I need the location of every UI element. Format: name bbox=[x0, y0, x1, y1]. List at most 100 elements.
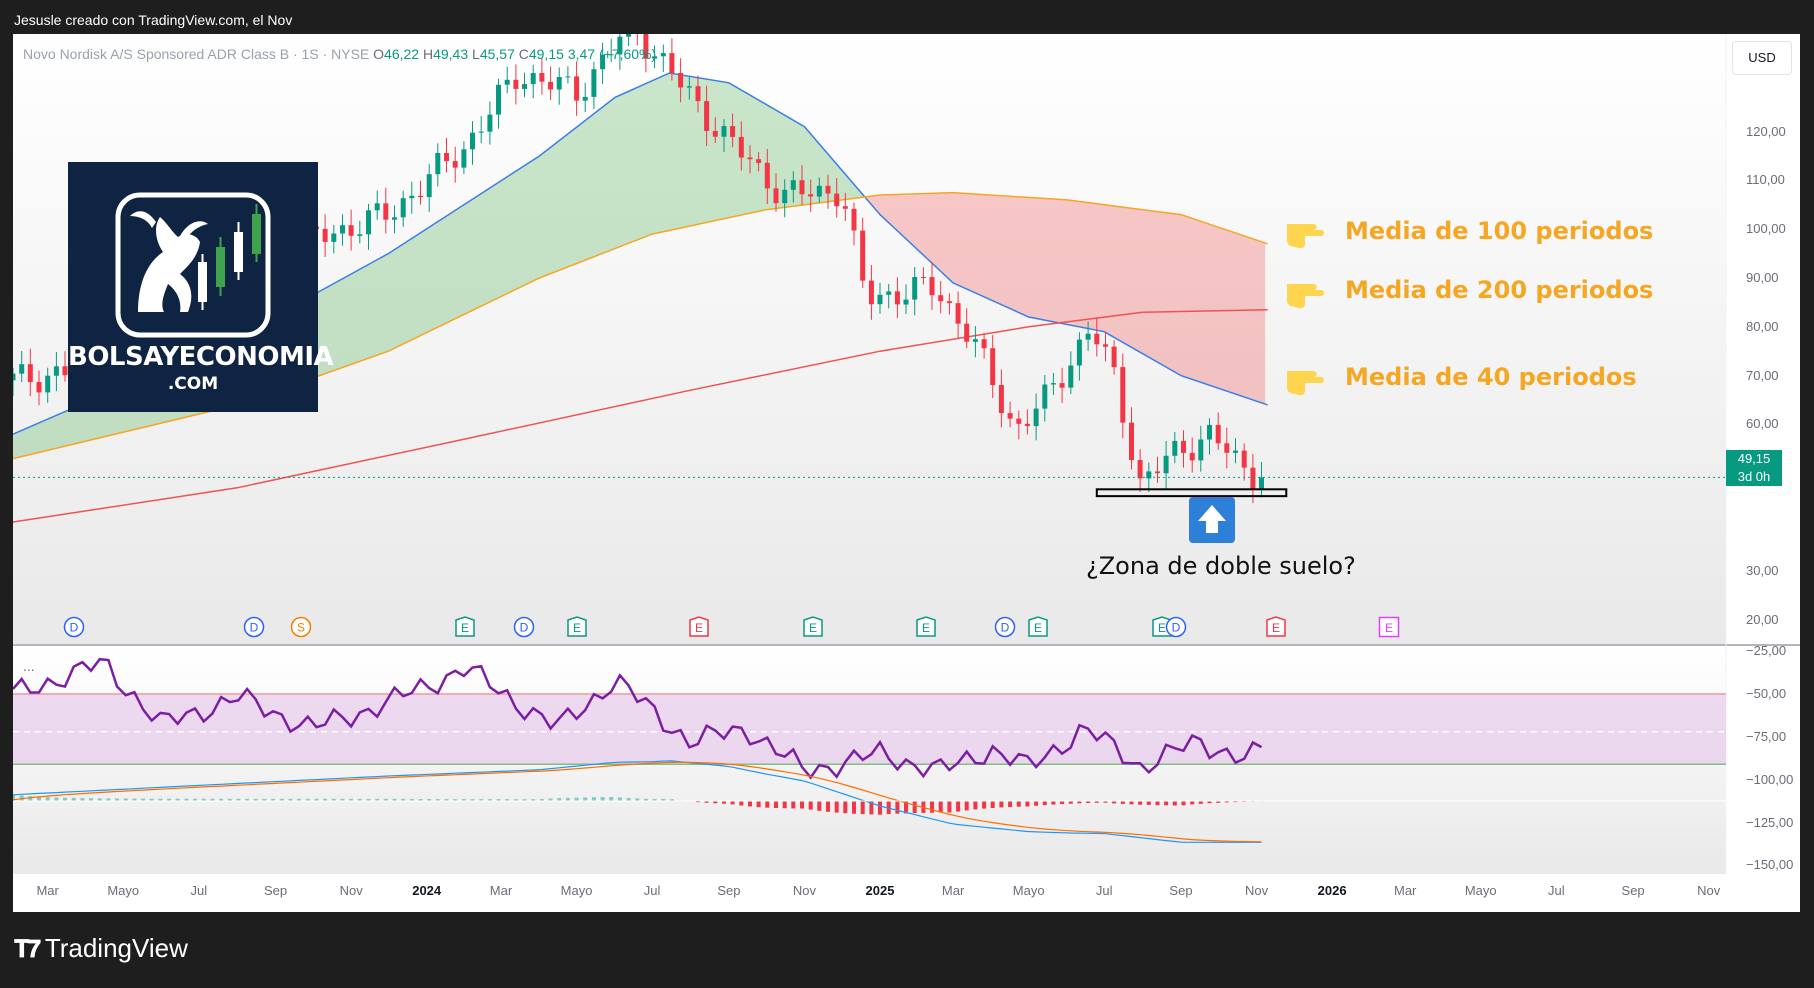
candle-body bbox=[860, 230, 866, 281]
macd-bar bbox=[158, 798, 163, 801]
candle-body bbox=[36, 382, 42, 393]
earnings-icon[interactable]: E bbox=[1378, 616, 1400, 638]
symbol-name[interactable]: Novo Nordisk A/S Sponsored ADR Class B ·… bbox=[23, 46, 370, 62]
macd-bar bbox=[852, 801, 856, 814]
macd-bar bbox=[201, 798, 206, 801]
candle-body bbox=[669, 53, 675, 73]
candle-body bbox=[1198, 439, 1204, 461]
candle-body bbox=[470, 132, 475, 150]
currency-button[interactable]: USD bbox=[1732, 41, 1792, 75]
oscillator-tick-label: −25,00 bbox=[1746, 643, 1787, 659]
macd-bar bbox=[704, 801, 709, 803]
macd-bar bbox=[999, 801, 1004, 808]
macd-bar bbox=[132, 798, 137, 801]
candle-body bbox=[799, 180, 805, 195]
macd-bar bbox=[505, 799, 510, 801]
time-tick-label: Nov bbox=[792, 883, 817, 898]
macd-bar bbox=[591, 797, 596, 801]
candle-body bbox=[808, 194, 814, 197]
bar-countdown: 3d 0h bbox=[1726, 468, 1782, 486]
split-icon[interactable]: S bbox=[290, 616, 312, 638]
macd-bar bbox=[1068, 801, 1073, 804]
macd-bar bbox=[938, 801, 943, 813]
macd-bar bbox=[826, 801, 830, 812]
earnings-icon[interactable]: E bbox=[688, 616, 710, 638]
macd-bar bbox=[435, 799, 440, 801]
macd-bar bbox=[37, 796, 41, 801]
macd-bar bbox=[496, 799, 501, 801]
dividend-icon[interactable]: D bbox=[243, 616, 265, 638]
candle-body bbox=[617, 36, 623, 55]
dividend-icon[interactable]: D bbox=[1165, 616, 1187, 638]
candle-body bbox=[366, 210, 371, 235]
price-tick-label: 70,00 bbox=[1746, 367, 1779, 383]
candle-body bbox=[964, 323, 970, 342]
zone-label: ¿Zona de doble suelo? bbox=[1086, 552, 1356, 580]
macd-bar bbox=[617, 797, 622, 801]
macd-bar bbox=[869, 801, 874, 815]
earnings-icon[interactable]: E bbox=[915, 616, 937, 638]
tradingview-logo-icon: 𝐓𝟕 bbox=[14, 936, 41, 963]
macd-bar bbox=[1112, 801, 1117, 804]
svg-text:E: E bbox=[1272, 621, 1280, 635]
svg-text:D: D bbox=[70, 621, 79, 635]
macd-bar bbox=[982, 801, 987, 809]
candle-body bbox=[1024, 423, 1030, 427]
annotation-ma40: Media de 40 periodos bbox=[1345, 363, 1637, 391]
time-tick-label: Jul bbox=[190, 883, 208, 898]
macd-bar bbox=[262, 798, 267, 801]
candle-body bbox=[721, 126, 727, 137]
candle-body bbox=[452, 161, 458, 168]
macd-bar bbox=[1181, 801, 1186, 806]
macd-bar bbox=[1207, 801, 1212, 804]
earnings-icon[interactable]: E bbox=[566, 616, 588, 638]
candle-body bbox=[886, 291, 892, 295]
dividend-icon[interactable]: D bbox=[63, 616, 85, 638]
candle-body bbox=[652, 56, 658, 59]
candle-body bbox=[45, 375, 51, 393]
oscillator-tick-label: −75,00 bbox=[1746, 728, 1787, 744]
candle-body bbox=[1241, 450, 1247, 468]
candle-body bbox=[357, 234, 363, 236]
oscillator-tick-label: −100,00 bbox=[1746, 771, 1794, 787]
dividend-icon[interactable]: D bbox=[513, 616, 535, 638]
macd-bar bbox=[210, 798, 215, 801]
svg-text:D: D bbox=[250, 621, 259, 635]
svg-text:E: E bbox=[809, 621, 817, 635]
macd-bar bbox=[340, 798, 345, 801]
candle-body bbox=[522, 84, 527, 89]
macd-bar bbox=[470, 799, 475, 801]
macd-bar bbox=[878, 801, 882, 815]
chart-canvas[interactable]: ... bbox=[13, 34, 1800, 912]
candle-body bbox=[851, 208, 857, 231]
macd-bar bbox=[487, 799, 492, 801]
annotation-ma200: Media de 200 periodos bbox=[1345, 276, 1654, 304]
macd-bar bbox=[1120, 801, 1125, 804]
dividend-icon[interactable]: D bbox=[994, 616, 1016, 638]
candle-body bbox=[842, 206, 848, 209]
symbol-legend[interactable]: Novo Nordisk A/S Sponsored ADR Class B ·… bbox=[23, 44, 656, 64]
chart-frame[interactable]: ... Novo Nordisk A/S Sponsored ADR Class… bbox=[13, 34, 1800, 912]
price-tick-label: 100,00 bbox=[1746, 221, 1786, 237]
tradingview-brand[interactable]: 𝐓𝟕 TradingView bbox=[14, 933, 188, 963]
candle-body bbox=[756, 159, 762, 163]
earnings-icon[interactable]: E bbox=[1027, 616, 1049, 638]
earnings-icon[interactable]: E bbox=[454, 616, 476, 638]
time-tick-label: Jul bbox=[1547, 883, 1565, 898]
macd-bar bbox=[730, 801, 735, 805]
macd-bar bbox=[522, 799, 527, 801]
macd-bar bbox=[817, 801, 822, 811]
macd-bar bbox=[236, 798, 241, 801]
candle-body bbox=[392, 217, 397, 220]
candle-body bbox=[1007, 413, 1013, 419]
candle-body bbox=[1129, 422, 1134, 460]
earnings-icon[interactable]: E bbox=[802, 616, 824, 638]
macd-bar bbox=[600, 797, 605, 801]
macd-bar bbox=[1094, 801, 1099, 803]
earnings-icon[interactable]: E bbox=[1265, 616, 1287, 638]
osc-legend-dots[interactable]: ... bbox=[23, 658, 35, 674]
candle-body bbox=[504, 79, 510, 85]
candle-body bbox=[548, 81, 554, 90]
time-tick-label: Mayo bbox=[1012, 883, 1045, 898]
candle-body bbox=[747, 157, 753, 160]
